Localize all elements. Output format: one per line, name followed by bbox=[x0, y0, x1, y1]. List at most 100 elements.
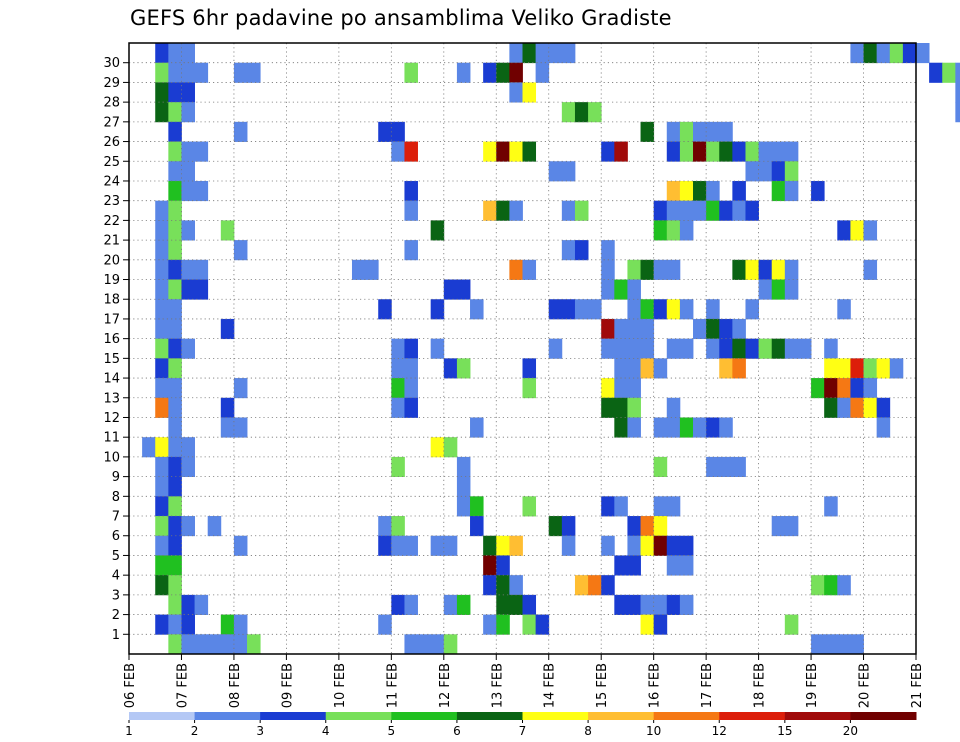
heatmap-cell bbox=[784, 338, 799, 359]
heatmap-cell bbox=[561, 43, 576, 64]
y-tick-label: 11 bbox=[103, 431, 120, 446]
heatmap-cell bbox=[404, 378, 418, 399]
heatmap-cell bbox=[574, 240, 589, 261]
heatmap-cell bbox=[535, 62, 550, 83]
heatmap-cell bbox=[456, 594, 471, 615]
heatmap-cell bbox=[666, 259, 681, 280]
heatmap-cell bbox=[522, 259, 537, 280]
heatmap-cell bbox=[233, 614, 248, 635]
heatmap-cell bbox=[719, 338, 733, 359]
heatmap-cell bbox=[168, 397, 182, 418]
heatmap-cell bbox=[627, 338, 641, 359]
y-tick-label: 22 bbox=[103, 214, 120, 229]
heatmap-cell bbox=[207, 634, 222, 655]
y-tick-label: 19 bbox=[103, 273, 120, 288]
y-tick-label: 3 bbox=[112, 588, 120, 603]
heatmap-cell bbox=[811, 575, 825, 596]
heatmap-cell bbox=[207, 516, 222, 537]
heatmap-cell bbox=[509, 62, 523, 83]
heatmap-cell bbox=[653, 496, 668, 517]
heatmap-cell bbox=[155, 575, 169, 596]
colorbar-swatch bbox=[456, 712, 523, 720]
heatmap-cell bbox=[850, 220, 864, 241]
heatmap-cell bbox=[430, 634, 445, 655]
heatmap-cell bbox=[588, 575, 602, 596]
heatmap-cell bbox=[614, 417, 628, 438]
heatmap-cell bbox=[443, 279, 458, 300]
heatmap-cell bbox=[155, 62, 169, 83]
heatmap-cell bbox=[561, 161, 576, 182]
heatmap-cell bbox=[430, 437, 445, 458]
heatmap-cell bbox=[627, 378, 641, 399]
heatmap-cell bbox=[666, 535, 681, 556]
heatmap-cell bbox=[233, 535, 248, 556]
heatmap-cell bbox=[404, 62, 418, 83]
heatmap-cell bbox=[706, 318, 720, 340]
heatmap-cell bbox=[771, 259, 786, 280]
heatmap-cell bbox=[693, 200, 707, 221]
heatmap-cell bbox=[732, 259, 746, 280]
heatmap-cell bbox=[443, 437, 458, 458]
heatmap-cell bbox=[561, 299, 576, 320]
heatmap-cell bbox=[784, 516, 799, 537]
heatmap-cell bbox=[391, 535, 405, 556]
heatmap-cell bbox=[522, 43, 537, 64]
y-tick-label: 5 bbox=[112, 549, 120, 564]
heatmap-cell bbox=[666, 496, 681, 517]
heatmap-cell bbox=[666, 338, 681, 359]
heatmap-cell bbox=[863, 358, 878, 379]
heatmap-cell bbox=[181, 62, 195, 83]
heatmap-cell bbox=[391, 397, 405, 418]
heatmap-cell bbox=[653, 259, 668, 280]
heatmap-cell bbox=[168, 43, 182, 64]
heatmap-cell bbox=[496, 594, 510, 615]
heatmap-cell bbox=[653, 535, 668, 556]
heatmap-cell bbox=[561, 200, 576, 221]
y-tick-label: 8 bbox=[112, 490, 120, 505]
heatmap-cell bbox=[181, 338, 195, 359]
heatmap-cell bbox=[168, 62, 182, 83]
heatmap-cell bbox=[168, 634, 182, 655]
heatmap-cell bbox=[640, 299, 655, 320]
heatmap-cell bbox=[496, 555, 510, 576]
heatmap-cell bbox=[824, 634, 838, 655]
heatmap-cell bbox=[601, 240, 615, 261]
heatmap-cell bbox=[732, 141, 746, 162]
colorbar-swatch bbox=[391, 712, 458, 720]
heatmap-cell bbox=[181, 102, 195, 123]
heatmap-cell bbox=[522, 594, 537, 615]
x-tick-label: 08 FEB bbox=[228, 663, 243, 708]
heatmap-cell bbox=[863, 259, 878, 280]
heatmap-cell bbox=[404, 200, 418, 221]
heatmap-cell bbox=[404, 338, 418, 359]
heatmap-cell bbox=[863, 43, 878, 64]
heatmap-cell bbox=[863, 378, 878, 399]
heatmap-cell bbox=[391, 338, 405, 359]
colorbar-swatch bbox=[719, 712, 786, 720]
colorbar-label: 1 bbox=[125, 724, 133, 738]
heatmap-cell bbox=[666, 121, 681, 142]
heatmap-cell bbox=[693, 121, 707, 142]
heatmap-cell bbox=[194, 594, 209, 615]
heatmap-cell bbox=[561, 535, 576, 556]
heatmap-cell bbox=[706, 200, 720, 221]
heatmap-cell bbox=[627, 516, 641, 537]
heatmap-cell bbox=[168, 279, 182, 300]
heatmap-cell bbox=[443, 634, 458, 655]
heatmap-cell bbox=[181, 141, 195, 162]
heatmap-cell bbox=[142, 437, 156, 458]
heatmap-cell bbox=[679, 299, 694, 320]
heatmap-cell bbox=[942, 62, 956, 83]
heatmap-cell bbox=[706, 180, 720, 202]
x-tick-label: 15 FEB bbox=[595, 663, 610, 708]
plot-frame bbox=[128, 42, 917, 655]
heatmap-cell bbox=[758, 141, 773, 162]
heatmap-cell bbox=[758, 161, 773, 182]
heatmap-cell bbox=[588, 102, 602, 123]
y-tick-label: 20 bbox=[103, 253, 120, 268]
y-tick-label: 27 bbox=[103, 115, 120, 130]
heatmap-cell bbox=[194, 259, 209, 280]
heatmap-cell bbox=[758, 279, 773, 300]
heatmap-cell bbox=[194, 634, 209, 655]
heatmap-cell bbox=[732, 338, 746, 359]
